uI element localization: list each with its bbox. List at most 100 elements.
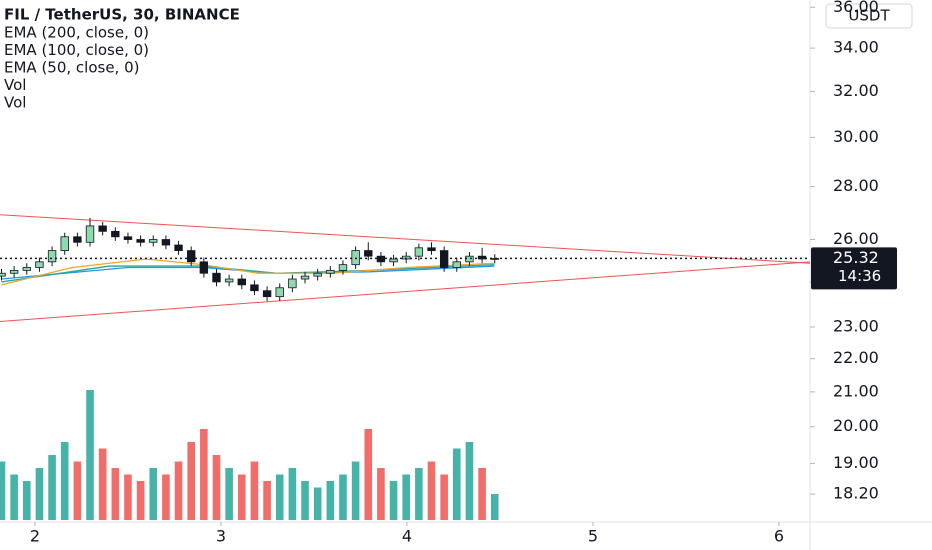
volume-bar (149, 468, 158, 520)
volume-bar (389, 481, 398, 520)
candle-body (60, 236, 69, 251)
trendline (0, 214, 811, 264)
volume-bar (124, 474, 132, 520)
candle-body (237, 278, 246, 286)
x-tick-label: 4 (402, 527, 412, 546)
last-price-box (811, 247, 897, 290)
currency[interactable]: USDT (848, 7, 890, 25)
candle-body (123, 236, 133, 240)
candle-body (199, 261, 209, 274)
plot-area (0, 214, 811, 520)
candle-body (275, 287, 284, 298)
candle-body (364, 250, 373, 257)
volume-bar (0, 461, 6, 520)
volume-bar (35, 468, 44, 520)
candle-body (73, 236, 82, 243)
last-price-label: 25.32 (833, 248, 879, 267)
candle-body (427, 247, 436, 251)
candle-body (338, 264, 348, 271)
ema-line (1, 258, 495, 286)
candle-body (300, 275, 310, 280)
y-tick-label: 19.00 (833, 453, 879, 472)
x-tick-label: 3 (216, 527, 226, 546)
volume-bar (22, 481, 31, 520)
candle-body (22, 267, 31, 271)
trendline (0, 261, 811, 322)
chart-title: FIL / TetherUS, 30, BINANCE (4, 6, 240, 24)
volume-bar (48, 455, 56, 520)
currency-box[interactable] (825, 3, 913, 29)
legend-entry: Vol (4, 76, 26, 94)
volume-bar (339, 474, 347, 520)
volume-bar (402, 474, 411, 520)
volume-bar (301, 481, 309, 520)
candle-body (35, 261, 44, 268)
y-tick-label: 18.20 (833, 484, 879, 503)
candle-body (351, 250, 360, 266)
candle-body (9, 269, 19, 274)
candle-body (224, 278, 234, 283)
candle-body (452, 261, 461, 268)
candle-body (414, 247, 424, 257)
volume-bar (60, 442, 69, 520)
candle-body (187, 250, 196, 263)
volume-bar (453, 448, 461, 520)
y-tick-label: 23.00 (833, 317, 879, 336)
x-tick-label: 2 (30, 527, 40, 546)
volume-bar (275, 474, 284, 520)
candle-body (111, 230, 120, 238)
volume-bar (351, 461, 360, 520)
volume-bar (478, 468, 486, 520)
legend-entry: Vol (4, 94, 26, 112)
candle-body (477, 255, 487, 260)
candle-body (250, 284, 259, 292)
volume-bar (288, 468, 297, 520)
volume-bar (415, 468, 423, 520)
volume-bar (212, 455, 221, 520)
volume-bar (136, 481, 145, 520)
volume-bar (86, 390, 94, 520)
y-tick-label: 22.00 (833, 348, 879, 367)
volume-bar (313, 487, 322, 520)
y-tick-label: 30.00 (833, 127, 879, 146)
volume-bar (111, 468, 120, 520)
candle-body (149, 239, 158, 243)
volume-bar (427, 461, 436, 520)
candle-body (161, 239, 171, 246)
volume-bar (250, 461, 259, 520)
candle-body (288, 278, 297, 289)
volume-bar (225, 468, 233, 520)
y-tick-label: 20.00 (833, 416, 879, 435)
volume-bar (200, 429, 208, 520)
candle-body (313, 272, 322, 277)
candle-body (212, 272, 221, 283)
volume-bar (364, 429, 373, 520)
candle-body (0, 272, 6, 277)
volume-bar (98, 448, 107, 520)
candle-body (85, 225, 95, 243)
y-tick-label: 26.00 (833, 229, 879, 248)
y-tick-label: 28.00 (833, 176, 879, 195)
volume-bar (237, 474, 246, 520)
y-tick-label: 32.00 (833, 81, 879, 100)
y-tick-label: 36.00 (833, 0, 879, 16)
y-tick-label: 34.00 (833, 38, 879, 57)
volume-bar (326, 481, 335, 520)
y-tick-label: 21.00 (833, 381, 879, 400)
candle-body (98, 225, 107, 232)
x-tick-label: 5 (588, 527, 598, 546)
volume-bar (490, 494, 499, 520)
volume-bar (377, 468, 385, 520)
candle-body (262, 290, 272, 298)
volume-bar (465, 442, 474, 520)
volume-bar (187, 442, 195, 520)
volume-bar (440, 474, 448, 520)
legend-entry: EMA (50, close, 0) (4, 59, 140, 77)
candle-body (326, 269, 335, 274)
candle-body (136, 239, 145, 243)
legend-entry: EMA (100, close, 0) (4, 41, 149, 59)
legend-entry: EMA (200, close, 0) (4, 24, 149, 42)
candle-body (47, 250, 57, 263)
volume-bar (162, 474, 170, 520)
